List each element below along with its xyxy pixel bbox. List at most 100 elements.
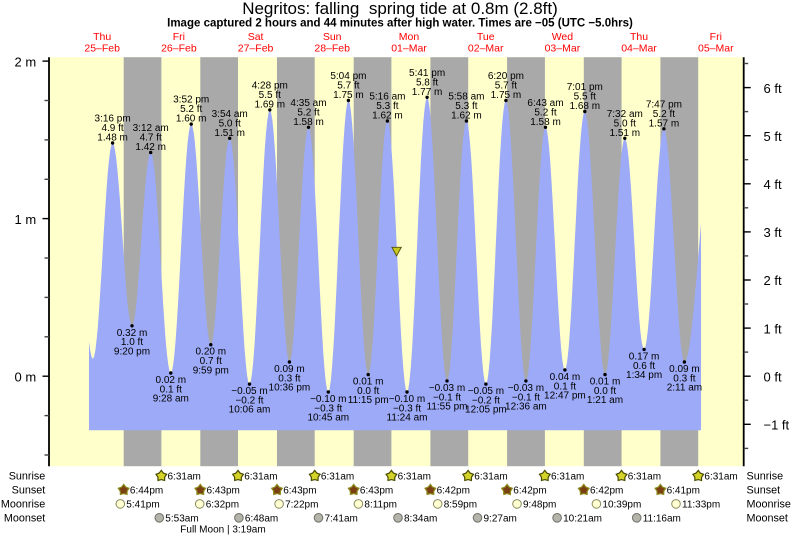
svg-text:6:42pm: 6:42pm [437,486,470,497]
svg-text:Thu: Thu [630,31,648,43]
svg-text:5:41 pm: 5:41 pm [409,68,445,79]
svg-text:1.75 m: 1.75 m [333,90,364,101]
svg-text:11:33pm: 11:33pm [682,500,720,511]
svg-text:11:55 pm: 11:55 pm [427,402,468,413]
svg-text:1.77 m: 1.77 m [412,87,443,98]
svg-text:1.62 m: 1.62 m [372,111,403,122]
svg-text:Moonrise: Moonrise [1,499,45,511]
svg-text:5:58 am: 5:58 am [448,92,484,103]
svg-text:3:54 am: 3:54 am [212,109,248,120]
svg-text:0.02 m: 0.02 m [156,375,187,386]
svg-text:6:44pm: 6:44pm [130,486,163,497]
svg-text:Sun: Sun [323,31,342,43]
svg-text:1.42 m: 1.42 m [135,142,166,153]
svg-text:−0.10 m: −0.10 m [389,394,425,405]
svg-text:6:43 am: 6:43 am [527,98,563,109]
svg-text:10:36 pm: 10:36 pm [269,383,311,394]
svg-text:Sunrise: Sunrise [9,471,46,483]
svg-text:9:27am: 9:27am [484,513,517,524]
svg-text:6:31am: 6:31am [628,472,661,483]
svg-text:11:24 am: 11:24 am [387,413,428,424]
svg-text:5:04 pm: 5:04 pm [330,71,366,82]
svg-text:5.8 ft: 5.8 ft [416,77,438,88]
svg-text:5:16 am: 5:16 am [369,92,405,103]
svg-text:0.7 ft: 0.7 ft [200,356,222,367]
svg-text:−0.10 m: −0.10 m [310,394,346,405]
svg-text:0.01 m: 0.01 m [353,377,384,388]
svg-text:Sunset: Sunset [747,485,781,497]
svg-text:8:11pm: 8:11pm [364,500,397,511]
svg-text:12:47 pm: 12:47 pm [544,391,586,402]
svg-text:8:34am: 8:34am [404,513,437,524]
svg-text:6:31am: 6:31am [398,472,431,483]
svg-text:−0.3 ft: −0.3 ft [393,403,421,414]
svg-text:0.01 m: 0.01 m [590,377,621,388]
svg-text:9:20 pm: 9:20 pm [114,346,150,357]
svg-text:0.0 ft: 0.0 ft [594,386,616,397]
svg-text:1.51 m: 1.51 m [610,128,641,139]
svg-text:0.6 ft: 0.6 ft [633,361,655,372]
svg-text:Sunrise: Sunrise [747,471,784,483]
svg-text:0.1 ft: 0.1 ft [554,381,576,392]
svg-text:0.0 ft: 0.0 ft [357,386,379,397]
svg-text:3 ft: 3 ft [764,225,782,240]
svg-text:6:31am: 6:31am [321,472,354,483]
svg-text:6:43pm: 6:43pm [283,486,316,497]
svg-text:1.62 m: 1.62 m [451,111,482,122]
svg-text:5.2 ft: 5.2 ft [534,107,556,118]
svg-text:Image captured 2 hours and 44: Image captured 2 hours and 44 minutes af… [167,18,633,30]
svg-text:01–Mar: 01–Mar [391,43,427,55]
svg-text:10:06 am: 10:06 am [229,405,271,416]
svg-text:5.0 ft: 5.0 ft [614,118,636,129]
svg-text:0.32 m: 0.32 m [117,328,148,339]
svg-text:10:21am: 10:21am [563,513,602,524]
svg-text:1.75 m: 1.75 m [491,90,522,101]
svg-text:0.20 m: 0.20 m [196,347,227,358]
svg-text:Tue: Tue [477,31,495,43]
svg-text:1.51 m: 1.51 m [214,128,245,139]
svg-text:6:31am: 6:31am [704,472,737,483]
svg-text:1 ft: 1 ft [764,321,782,336]
svg-text:7:01 pm: 7:01 pm [567,82,603,93]
svg-text:0.17 m: 0.17 m [629,351,660,362]
svg-text:−0.03 m: −0.03 m [508,383,544,394]
svg-text:Fri: Fri [173,31,185,43]
svg-text:6:43pm: 6:43pm [207,486,240,497]
svg-text:6:31am: 6:31am [474,472,507,483]
svg-text:Mon: Mon [399,31,420,43]
svg-text:1.57 m: 1.57 m [649,118,680,129]
svg-text:−0.03 m: −0.03 m [429,383,465,394]
svg-text:1.58 m: 1.58 m [530,117,561,128]
svg-text:04–Mar: 04–Mar [621,43,657,55]
svg-text:8:59pm: 8:59pm [444,500,477,511]
svg-text:6:32pm: 6:32pm [206,500,239,511]
svg-text:3:12 am: 3:12 am [133,123,169,134]
svg-text:4:35 am: 4:35 am [290,98,326,109]
svg-text:2:11 am: 2:11 am [667,383,702,394]
svg-text:2 ft: 2 ft [764,273,782,288]
svg-text:5.3 ft: 5.3 ft [376,101,398,112]
svg-text:1.68 m: 1.68 m [570,101,601,112]
svg-text:1.60 m: 1.60 m [176,114,207,125]
svg-text:−0.3 ft: −0.3 ft [314,403,342,414]
svg-text:5.2 ft: 5.2 ft [297,107,319,118]
svg-text:5.3 ft: 5.3 ft [455,101,477,112]
svg-text:5.5 ft: 5.5 ft [259,90,281,101]
svg-text:4.7 ft: 4.7 ft [140,133,162,144]
svg-text:5.0 ft: 5.0 ft [219,118,241,129]
svg-text:6:43pm: 6:43pm [360,486,393,497]
svg-text:6:31am: 6:31am [551,472,584,483]
svg-text:Sunset: Sunset [12,485,46,497]
svg-text:6:41pm: 6:41pm [667,486,700,497]
svg-text:7:41am: 7:41am [325,513,358,524]
svg-text:4.9 ft: 4.9 ft [101,123,123,134]
svg-text:5.7 ft: 5.7 ft [495,81,517,92]
svg-text:0 m: 0 m [15,370,37,385]
svg-text:6:20 pm: 6:20 pm [488,71,524,82]
svg-text:Moonset: Moonset [4,512,45,524]
svg-text:5.2 ft: 5.2 ft [653,109,675,120]
svg-text:−1 ft: −1 ft [764,418,790,433]
svg-text:1.0 ft: 1.0 ft [121,337,143,348]
svg-text:5.7 ft: 5.7 ft [337,81,359,92]
svg-text:6:42pm: 6:42pm [513,486,546,497]
